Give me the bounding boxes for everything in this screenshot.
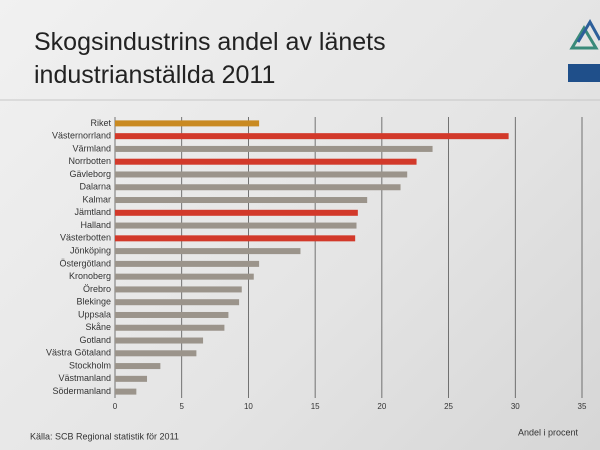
bar: [115, 197, 368, 204]
bar: [115, 324, 225, 331]
bar: [115, 133, 509, 140]
y-tick-label: Blekinge: [76, 297, 111, 307]
bar: [115, 299, 240, 306]
bar: [115, 388, 137, 395]
y-tick-label: Värmland: [72, 143, 111, 153]
bar: [115, 171, 408, 178]
x-tick-label: 20: [377, 402, 386, 411]
bar: [115, 337, 204, 344]
y-tick-label: Kalmar: [82, 194, 111, 204]
y-tick-label: Dalarna: [79, 182, 111, 192]
x-axis-label: Andel i procent: [518, 427, 579, 437]
source-note: Källa: SCB Regional statistik för 2011: [30, 431, 179, 441]
y-tick-label: Örebro: [83, 284, 111, 294]
y-tick-label: Kronoberg: [69, 271, 111, 281]
y-tick-label: Södermanland: [52, 386, 111, 396]
bar: [115, 222, 357, 229]
y-tick-label: Stockholm: [69, 360, 111, 370]
x-tick-label: 25: [444, 402, 453, 411]
x-tick-label: 15: [311, 402, 320, 411]
bar: [115, 184, 401, 191]
x-tick-label: 5: [179, 402, 184, 411]
bar: [115, 286, 242, 293]
bar: [115, 235, 356, 242]
bar: [115, 350, 197, 357]
y-tick-label: Gävleborg: [69, 169, 111, 179]
y-tick-label: Västra Götaland: [46, 348, 111, 358]
bar: [115, 260, 260, 267]
bar: [115, 311, 229, 318]
logo: [568, 19, 600, 82]
y-tick-label: Östergötland: [59, 258, 111, 268]
y-tick-label: Jämtland: [74, 207, 111, 217]
y-tick-label: Västernorrland: [52, 131, 111, 141]
bar: [115, 273, 254, 280]
y-tick-label: Halland: [80, 220, 111, 230]
y-tick-label: Västerbotten: [60, 233, 111, 243]
y-tick-label: Uppsala: [78, 309, 111, 319]
x-tick-label: 0: [113, 402, 118, 411]
x-tick-label: 35: [578, 402, 587, 411]
bar: [115, 209, 358, 216]
y-tick-label: Västmanland: [58, 373, 111, 383]
bar: [115, 158, 417, 165]
y-tick-label: Skåne: [85, 322, 111, 332]
x-tick-label: 30: [511, 402, 520, 411]
y-tick-label: Jönköping: [70, 245, 111, 255]
bar: [115, 363, 161, 370]
y-tick-label: Norrbotten: [68, 156, 111, 166]
bar: [115, 120, 260, 127]
bar: [115, 145, 433, 152]
chart-title: Skogsindustrins andel av länets industri…: [34, 28, 386, 89]
bar: [115, 375, 148, 382]
x-tick-label: 10: [244, 402, 253, 411]
y-tick-label: Riket: [90, 118, 111, 128]
y-tick-label: Gotland: [79, 335, 111, 345]
bar: [115, 248, 301, 255]
